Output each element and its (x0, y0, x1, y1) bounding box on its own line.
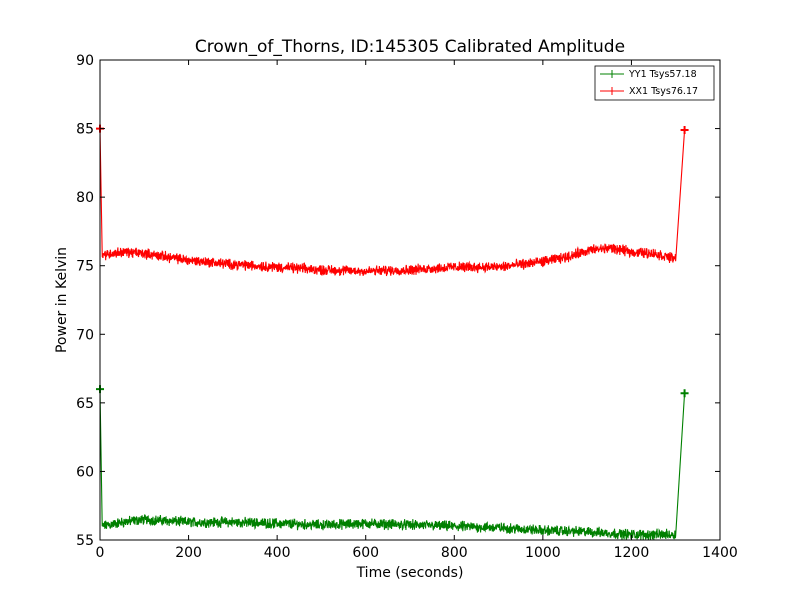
legend: YY1 Tsys57.18 XX1 Tsys76.17 (594, 65, 715, 101)
series-line (99, 128, 686, 277)
y-axis-title: Power in Kelvin (54, 247, 70, 353)
x-tick-label: 1200 (614, 545, 650, 561)
series-line (99, 389, 686, 540)
y-tick-label: 65 (76, 396, 94, 412)
legend-box (594, 65, 715, 101)
y-axis-ticks: 55 60 65 70 75 80 85 90 (76, 53, 720, 549)
x-tick-label: 600 (352, 545, 379, 561)
x-tick-label: 800 (441, 545, 468, 561)
legend-label-xx1: XX1 Tsys76.17 (629, 86, 698, 97)
x-tick-label: 1400 (702, 545, 738, 561)
spike-marker (680, 125, 689, 134)
legend-label-yy1: YY1 Tsys57.18 (628, 69, 697, 80)
x-tick-label: 1000 (525, 545, 561, 561)
x-axis-ticks: 0 200 400 600 800 1000 1200 1400 (96, 60, 738, 561)
y-tick-label: 90 (76, 53, 94, 69)
chart-title: Crown_of_Thorns, ID:145305 Calibrated Am… (195, 37, 625, 57)
y-tick-label: 80 (76, 190, 94, 206)
x-tick-label: 200 (175, 545, 202, 561)
y-tick-label: 55 (76, 533, 94, 549)
x-axis-title: Time (seconds) (356, 565, 464, 581)
y-tick-label: 70 (76, 327, 94, 343)
x-tick-label: 0 (96, 545, 105, 561)
y-tick-label: 85 (76, 122, 94, 138)
plot-area (100, 60, 720, 540)
spike-marker (680, 389, 689, 398)
x-tick-label: 400 (264, 545, 291, 561)
y-tick-label: 60 (76, 464, 94, 480)
plot-frame (99, 59, 721, 541)
y-tick-label: 75 (76, 259, 94, 275)
